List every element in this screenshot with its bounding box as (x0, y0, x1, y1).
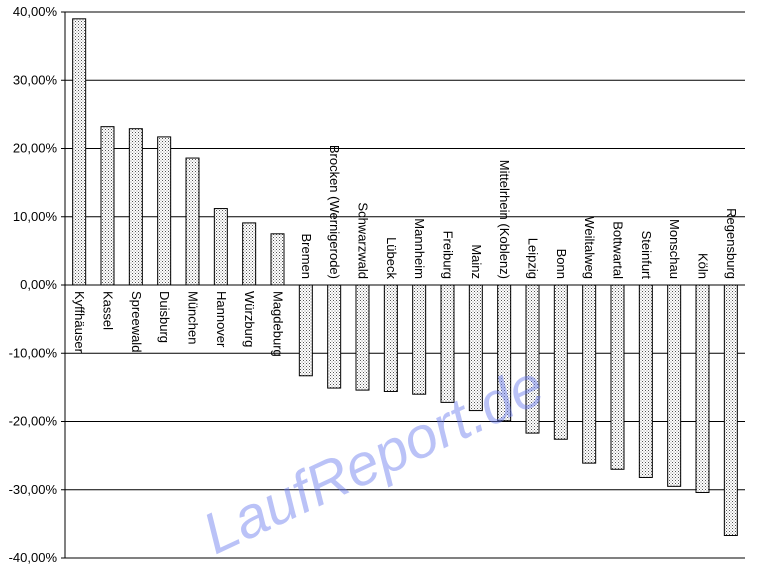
bar (695, 284, 710, 493)
gridlines (65, 11, 745, 559)
y-tick-label: -30,00% (9, 482, 58, 497)
category-label: Freiburg (441, 231, 456, 279)
bar (553, 284, 568, 440)
category-label: Würzburg (242, 291, 257, 347)
category-label: Weiltalweg (582, 216, 597, 279)
category-label: Spreewald (129, 291, 144, 352)
category-label: Bonn (554, 249, 569, 279)
category-label: Regensburg (724, 208, 739, 279)
y-tick-label: 40,00% (13, 4, 58, 19)
y-tick-label: -20,00% (9, 414, 58, 429)
category-label: Duisburg (157, 291, 172, 343)
bar (298, 284, 313, 377)
bar (327, 284, 342, 389)
category-label: Hannover (214, 291, 229, 348)
axes (61, 11, 66, 559)
category-label: Mittelrhein (Koblenz) (497, 160, 512, 279)
bar (157, 136, 172, 286)
y-tick-label: 0,00% (20, 277, 57, 292)
bar (72, 18, 87, 286)
category-label: Köln (696, 253, 711, 279)
category-label: München (186, 291, 201, 344)
category-labels: Kyffhäuser Kassel Spreewald Duisburg München… (72, 145, 739, 357)
category-label: Bremen (299, 233, 314, 279)
category-label: Brocken (Wernigerode) (327, 145, 342, 279)
bar (355, 284, 370, 391)
bar (440, 284, 455, 403)
category-label: Kassel (101, 291, 116, 330)
y-tick-label: -40,00% (9, 550, 58, 565)
bar (213, 208, 228, 286)
bar (128, 128, 143, 286)
bar (383, 284, 398, 392)
y-tick-label: 20,00% (13, 141, 58, 156)
bar (667, 284, 682, 487)
bar (723, 284, 738, 536)
y-tick-label: 30,00% (13, 72, 58, 87)
bar (468, 284, 483, 412)
bar (638, 284, 653, 478)
bar (185, 157, 200, 286)
bar (100, 126, 115, 286)
bar (270, 233, 285, 286)
category-label: Mainz (469, 244, 484, 279)
y-tick-label: 10,00% (13, 209, 58, 224)
bar (582, 284, 597, 464)
bar (525, 284, 540, 434)
category-label: Kyffhäuser (72, 291, 87, 354)
category-label: Monschau (667, 219, 682, 279)
bar (610, 284, 625, 470)
category-label: Steinfurt (639, 231, 654, 280)
bar (242, 222, 257, 286)
bar (497, 284, 512, 422)
bars-group (72, 18, 738, 536)
category-label: Schwarzwald (356, 202, 371, 279)
category-label: Mannheim (412, 218, 427, 279)
category-label: Leipzig (526, 238, 541, 279)
y-tick-label: -10,00% (9, 345, 58, 360)
watermark-text: LaufReport.de (193, 353, 554, 567)
category-label: Bottwartal (611, 221, 626, 279)
bar (412, 284, 427, 395)
category-label: Magdeburg (271, 291, 286, 357)
category-label: Lübeck (384, 237, 399, 279)
y-tick-labels: 40,00% 30,00% 20,00% 10,00% 0,00% -10,00% -20,… (9, 4, 58, 565)
